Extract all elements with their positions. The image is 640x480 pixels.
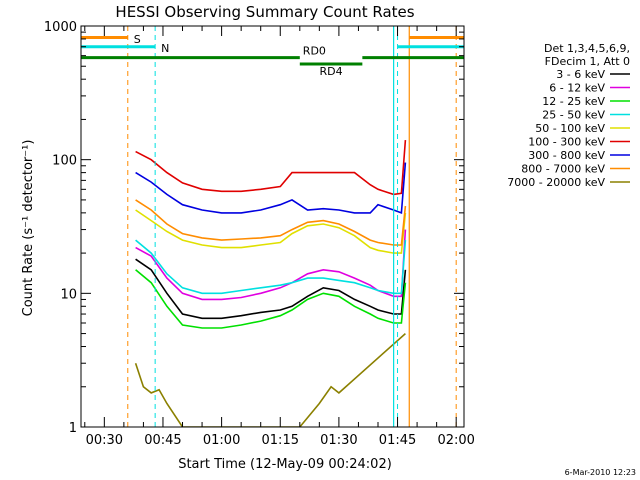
- x-tick-label: 00:30: [86, 433, 123, 448]
- legend-entry: 25 - 50 keV: [542, 109, 605, 122]
- mode-bar-label: RD4: [320, 65, 343, 78]
- chart-title: HESSI Observing Summary Count Rates: [115, 3, 414, 21]
- annotations: S N RD0 RD4: [81, 26, 464, 427]
- legend-entry: 3 - 6 keV: [556, 68, 605, 81]
- y-tick-label: 10: [60, 287, 77, 302]
- legend-entry: 12 - 25 keV: [542, 95, 605, 108]
- y-tick-label: 1000: [44, 20, 77, 35]
- y-axis-label: Count Rate (s⁻¹ detector⁻¹): [21, 140, 36, 317]
- x-tick-label: 01:00: [203, 433, 240, 448]
- legend-entry: 100 - 300 keV: [528, 136, 605, 149]
- series-line-6: [135, 140, 407, 196]
- x-tick-label: 02:00: [437, 433, 474, 448]
- x-tick-label: 00:45: [144, 433, 181, 448]
- plot-area: [134, 140, 407, 427]
- series-line-8: [135, 199, 407, 246]
- series-line-3: [135, 269, 407, 329]
- timestamp: 6-Mar-2010 12:23: [565, 468, 636, 477]
- legend-entry: 300 - 800 keV: [528, 149, 605, 162]
- x-tick-label: 01:15: [262, 433, 299, 448]
- series-line-2: [135, 229, 407, 301]
- mode-bar-label: RD0: [303, 45, 326, 58]
- legend-header: FDecim 1, Att 0: [545, 55, 630, 68]
- series-line-1: [135, 258, 407, 320]
- x-tick-label: 01:30: [320, 433, 357, 448]
- legend-entry: 7000 - 20000 keV: [507, 176, 605, 189]
- legend: Det 1,3,4,5,6,9,FDecim 1, Att 03 - 6 keV…: [507, 42, 630, 189]
- y-tick-label: 1: [69, 421, 77, 436]
- marker-label: N: [161, 42, 169, 55]
- series-line-4: [135, 239, 407, 295]
- legend-entry: 6 - 12 keV: [549, 82, 605, 95]
- y-tick-label: 100: [52, 154, 77, 169]
- marker-label: S: [134, 33, 141, 46]
- plot-frame: [80, 25, 465, 428]
- x-axis-label: Start Time (12-May-09 00:24:02): [178, 457, 392, 472]
- legend-entry: 50 - 100 keV: [535, 122, 605, 135]
- y-axis: 1 10 100 1000: [44, 20, 464, 436]
- series-line-9: [134, 333, 406, 427]
- x-tick-label: 01:45: [379, 433, 416, 448]
- legend-entry: 800 - 7000 keV: [521, 163, 605, 176]
- series-line-5: [135, 209, 407, 254]
- series-line-7: [135, 162, 407, 215]
- legend-header: Det 1,3,4,5,6,9,: [544, 42, 630, 55]
- x-axis: 00:30 00:45 01:00 01:15 01:30 01:45 02:00: [84, 26, 475, 448]
